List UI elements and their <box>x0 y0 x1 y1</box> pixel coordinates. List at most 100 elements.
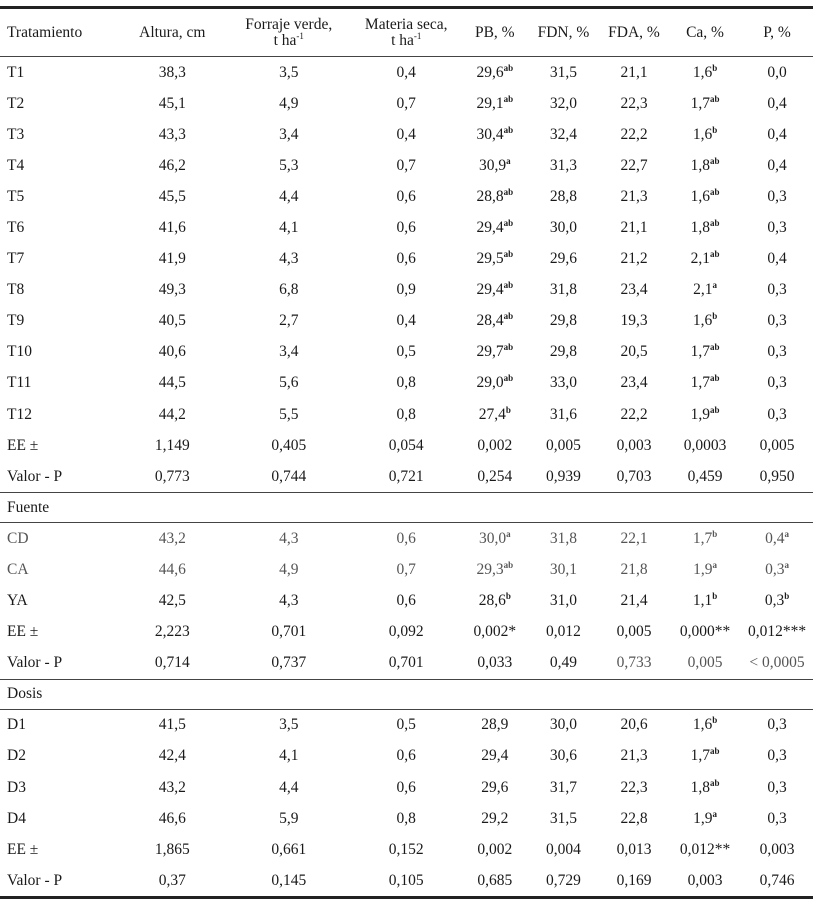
table-cell: 0,4 <box>767 94 787 112</box>
table-cell: 30,4ab <box>476 124 514 143</box>
table-cell: 0,746 <box>759 871 795 889</box>
table-cell: 4,9 <box>279 94 299 112</box>
table-cell: 5,9 <box>279 809 299 827</box>
significance-letter: a <box>712 808 717 819</box>
table-cell: 0,939 <box>546 467 581 485</box>
table-row: D2 42,4 4,1 0,6 29,4 30,6 21,3 1,7ab 0,3 <box>0 741 813 772</box>
table-cell: 30,0 <box>549 716 577 734</box>
significance-letter: ab <box>503 62 514 73</box>
table-cell: 31,5 <box>549 809 577 827</box>
row-label: D2 <box>7 747 26 765</box>
table-row: T5 45,5 4,4 0,6 28,8ab 28,8 21,3 1,6ab 0,3 <box>0 181 813 212</box>
row-label: D3 <box>7 778 26 796</box>
significance-letter: b <box>505 590 511 601</box>
table-cell: 0,3 <box>767 312 787 330</box>
table-cell: 0,6 <box>396 187 416 205</box>
table-cell: 22,3 <box>620 94 648 112</box>
table-cell: 29,7ab <box>476 342 514 361</box>
table-cell: 38,3 <box>158 63 186 81</box>
table-cell: 30,1 <box>549 560 577 578</box>
table-cell: 21,1 <box>620 63 648 81</box>
row-label: CD <box>7 529 29 547</box>
significance-letter: b <box>712 62 718 73</box>
significance-letter: ab <box>503 124 514 135</box>
significance-letter: ab <box>709 217 720 228</box>
column-header: Materia seca, t ha-1 <box>351 16 462 49</box>
table-cell: 0,254 <box>477 467 513 485</box>
table-cell: 19,3 <box>620 312 648 330</box>
table-cell: 1,9a <box>693 808 717 827</box>
column-header: Tratamiento <box>0 24 118 41</box>
table-row: Valor - P 0,37 0,145 0,105 0,685 0,729 0,169 0,… <box>0 865 813 896</box>
table-cell: 22,3 <box>620 778 648 796</box>
tratamiento-section: T1 38,3 3,5 0,4 29,6ab 31,5 21,1 1,6b 0,0 T2 45,1 4… <box>0 57 813 492</box>
header-line2: t ha-1 <box>391 30 422 49</box>
table-cell: 45,5 <box>158 187 186 205</box>
row-label: T4 <box>7 156 25 174</box>
table-row: T6 41,6 4,1 0,6 29,4ab 30,0 21,1 1,8ab 0,3 <box>0 212 813 243</box>
table-cell: 1,1b <box>692 590 718 610</box>
table-cell: < 0,0005 <box>749 654 805 672</box>
row-label: YA <box>7 592 28 610</box>
table-cell: 0,003 <box>687 871 723 889</box>
table-cell: 0,3 <box>767 778 787 796</box>
table-cell: 32,4 <box>549 125 577 143</box>
table-cell: 5,6 <box>279 374 299 392</box>
table-cell: 31,0 <box>549 592 577 610</box>
table-cell: 29,4ab <box>476 280 514 299</box>
table-cell: 29,8 <box>549 312 577 330</box>
table-cell: 40,6 <box>158 343 186 361</box>
table-row: T8 49,3 6,8 0,9 29,4ab 31,8 23,4 2,1a 0,3 <box>0 275 813 306</box>
table-cell: 1,6b <box>692 124 718 143</box>
row-label: D1 <box>7 716 26 734</box>
table-cell: 0,701 <box>388 654 424 672</box>
table-cell: 0,49 <box>549 654 577 672</box>
table-cell: 0,012 <box>546 623 581 641</box>
header-line1: P, % <box>763 23 791 41</box>
row-label: CA <box>7 560 29 578</box>
table-row: T10 40,6 3,4 0,5 29,7ab 29,8 20,5 1,7ab 0,3 <box>0 337 813 368</box>
section-title-dosis: Dosis <box>0 680 813 709</box>
table-cell: 28,6b <box>478 590 511 610</box>
table-cell: 1,8ab <box>690 155 720 174</box>
table-cell: 0,3a <box>765 559 789 578</box>
table-cell: 0,092 <box>388 623 424 641</box>
table-cell: 1,6b <box>692 62 718 81</box>
table-cell: 29,1ab <box>476 93 514 112</box>
table-cell: 0,6 <box>396 529 416 547</box>
table-cell: 30,6 <box>549 747 577 765</box>
table-row: T3 43,3 3,4 0,4 30,4ab 32,4 22,2 1,6b 0,4 <box>0 119 813 150</box>
column-header: FDA, % <box>599 24 669 41</box>
table-cell: 29,0ab <box>476 373 514 392</box>
column-header: PB, % <box>462 24 528 41</box>
table-cell: 0,3 <box>767 343 787 361</box>
table-cell: 31,8 <box>549 529 577 547</box>
column-header: Forraje verde, t ha-1 <box>227 16 351 49</box>
table-row: T1 38,3 3,5 0,4 29,6ab 31,5 21,1 1,6b 0,0 <box>0 57 813 88</box>
table-cell: 1,6ab <box>690 186 720 205</box>
table-cell: 22,2 <box>620 125 648 143</box>
header-line1: FDN, % <box>537 23 590 41</box>
table-cell: 22,7 <box>620 156 648 174</box>
table-cell: 0,8 <box>396 405 416 423</box>
table-cell: 0,459 <box>687 467 723 485</box>
table-cell: 21,1 <box>620 219 648 237</box>
table-cell: 2,1a <box>693 280 717 299</box>
significance-letter: ab <box>709 93 720 104</box>
significance-letter: a <box>784 528 789 539</box>
table-row: EE ± 2,223 0,701 0,092 0,002* 0,012 0,005 0,000… <box>0 617 813 648</box>
table-cell: 0,721 <box>388 467 424 485</box>
table-cell: 0,5 <box>396 343 416 361</box>
table-cell: 41,6 <box>158 219 186 237</box>
table-cell: 28,4ab <box>476 311 514 330</box>
fuente-section: CD 43,2 4,3 0,6 30,0a 31,8 22,1 1,7b 0,4a CA 44,6 4… <box>0 523 813 678</box>
table-row: Valor - P 0,773 0,744 0,721 0,254 0,939 0,703 0… <box>0 461 813 492</box>
table-cell: 0,3b <box>764 590 790 610</box>
table-cell: 0,013 <box>616 840 652 858</box>
table-cell: 0,4 <box>396 63 416 81</box>
table-cell: 29,6 <box>549 250 577 268</box>
table-cell: 0,3 <box>767 809 787 827</box>
significance-letter: ab <box>503 559 514 570</box>
dosis-section: D1 41,5 3,5 0,5 28,9 30,0 20,6 1,6b 0,3 D2 42,4 4,1… <box>0 710 813 897</box>
